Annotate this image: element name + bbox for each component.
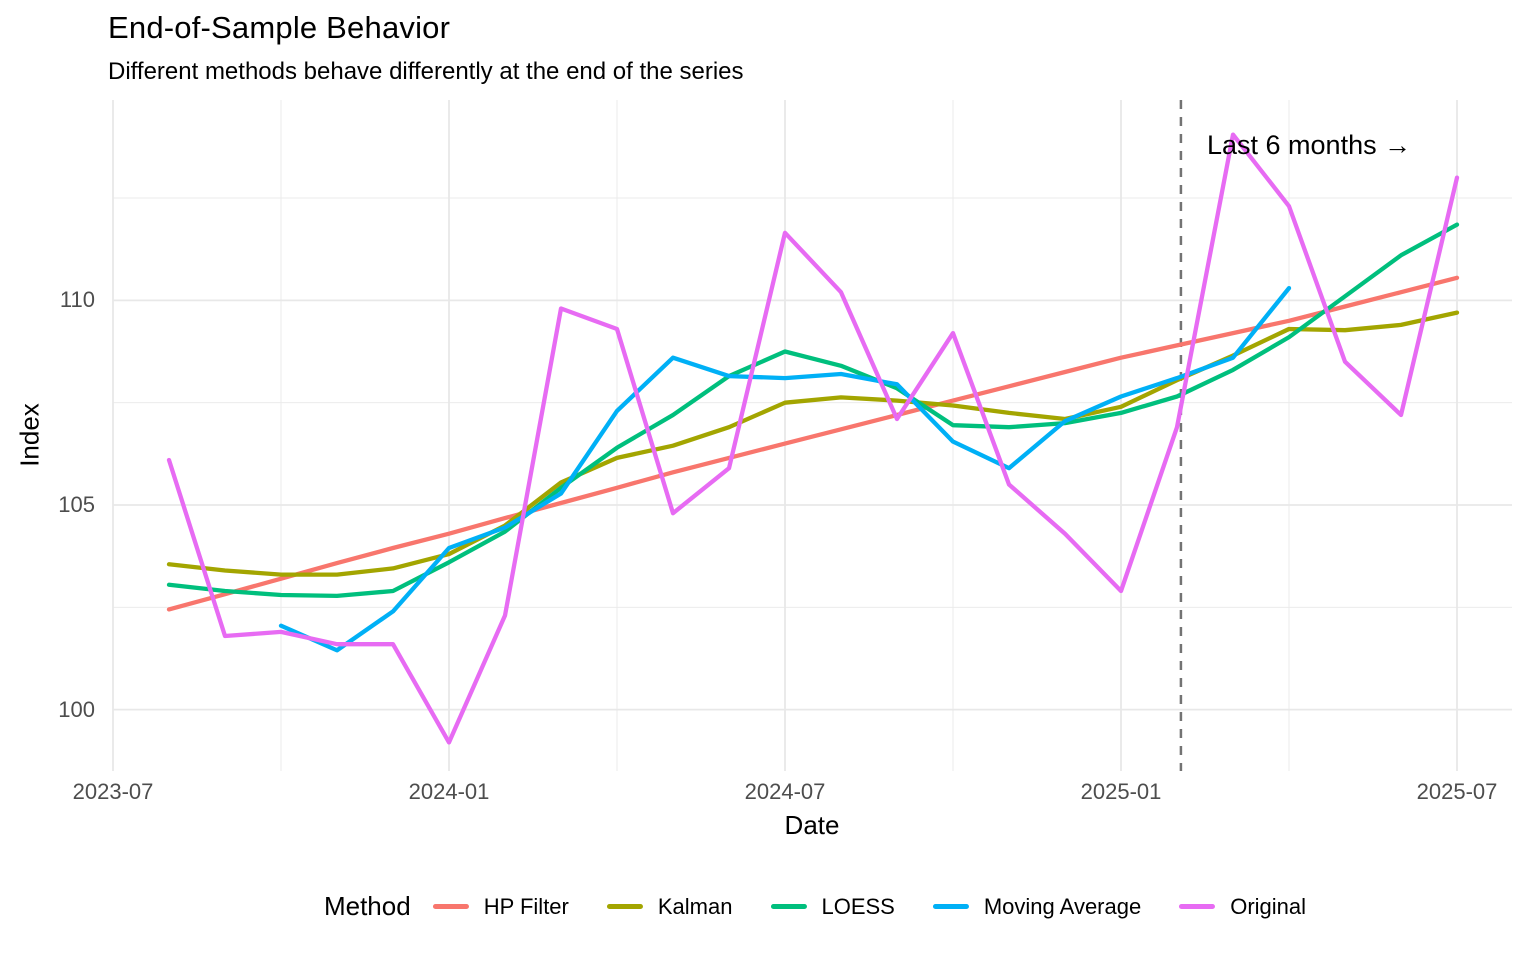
legend-items: HP Filter Kalman LOESS Moving Average Origin… bbox=[432, 893, 1306, 920]
x-tick-label: 2024-01 bbox=[408, 779, 490, 804]
x-tick-label: 2024-07 bbox=[744, 779, 826, 804]
legend-swatch-hp-filter bbox=[432, 904, 469, 909]
legend-label: LOESS bbox=[821, 893, 895, 919]
y-axis-title: Index bbox=[14, 403, 45, 467]
legend-item-moving-average: Moving Average bbox=[932, 893, 1142, 920]
series-line-moving-average bbox=[278, 285, 1292, 653]
legend-title: Method bbox=[323, 891, 411, 921]
legend-swatch-kalman bbox=[606, 904, 643, 909]
chart-subtitle: Different methods behave differently at … bbox=[108, 58, 744, 85]
y-tick-label: 100 bbox=[58, 696, 95, 722]
legend-item-original: Original bbox=[1179, 894, 1306, 920]
legend-label: Kalman bbox=[657, 893, 733, 919]
legend-swatch-moving-average bbox=[932, 904, 969, 909]
y-tick-label: 105 bbox=[58, 492, 95, 517]
chart-title: End-of-Sample Behavior bbox=[108, 10, 451, 45]
legend-item-hp-filter: HP Filter bbox=[432, 893, 569, 920]
legend-swatch-original bbox=[1179, 904, 1216, 909]
legend-item-loess: LOESS bbox=[770, 893, 895, 920]
legend-label: Moving Average bbox=[983, 893, 1142, 919]
last-6-months-annotation: Last 6 months → bbox=[1207, 130, 1412, 160]
legend: Method HP Filter Kalman LOESS Moving Averag… bbox=[324, 891, 1306, 922]
y-tick-label: 110 bbox=[59, 287, 95, 313]
legend-label: HP Filter bbox=[483, 893, 569, 919]
series-line-hp-filter bbox=[166, 275, 1460, 612]
legend-item-kalman: Kalman bbox=[606, 893, 733, 920]
x-axis-title: Date bbox=[784, 810, 840, 840]
series-line-kalman bbox=[166, 310, 1460, 577]
series-line-loess bbox=[166, 222, 1460, 599]
series-line-original bbox=[166, 132, 1460, 745]
legend-swatch-loess bbox=[770, 904, 807, 909]
legend-label: Original bbox=[1230, 893, 1307, 919]
x-tick-label: 2025-01 bbox=[1080, 779, 1162, 804]
x-tick-label: 2023-07 bbox=[72, 779, 154, 804]
x-tick-label: 2025-07 bbox=[1416, 779, 1498, 804]
